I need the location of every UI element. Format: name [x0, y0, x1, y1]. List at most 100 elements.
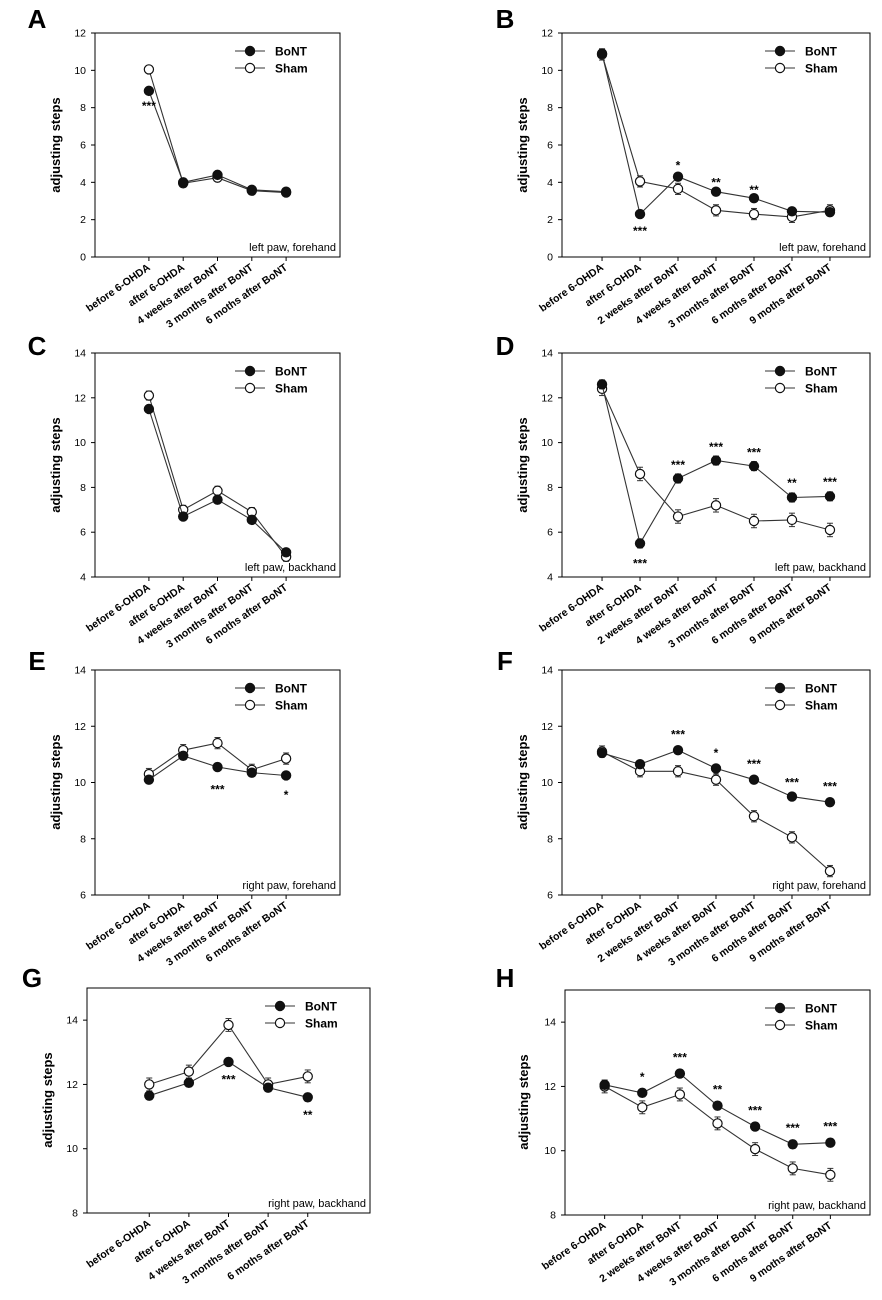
y-axis-title: adjusting steps [48, 734, 63, 829]
data-point [824, 796, 836, 808]
legend-marker [774, 45, 786, 57]
legend-marker [274, 1000, 286, 1012]
data-point [786, 514, 798, 526]
data-point [637, 1102, 648, 1113]
significance-marker: *** [633, 224, 647, 238]
y-axis-title: adjusting steps [516, 1054, 531, 1149]
data-point [710, 455, 722, 466]
data-point [177, 750, 189, 761]
legend-marker [774, 365, 786, 377]
legend-marker [274, 1017, 286, 1029]
data-point [143, 64, 155, 75]
y-tick-label: 8 [80, 482, 86, 494]
y-tick-label: 8 [547, 833, 553, 845]
significance-marker: *** [823, 780, 837, 794]
panel-annotation: right paw, forehand [772, 880, 866, 892]
legend-label: Sham [275, 699, 308, 713]
significance-marker: * [284, 788, 289, 802]
data-point [672, 744, 684, 756]
data-point [786, 492, 798, 503]
significance-marker: ** [303, 1108, 313, 1122]
y-axis-title: adjusting steps [515, 97, 530, 192]
series-sham [144, 1018, 313, 1092]
data-point [749, 1121, 761, 1132]
y-tick-label: 4 [547, 572, 553, 584]
data-point [634, 759, 646, 770]
legend-label: Sham [805, 699, 838, 713]
data-point [825, 1137, 836, 1148]
legend-marker [244, 382, 256, 394]
significance-marker: ** [713, 1083, 723, 1097]
y-tick-label: 12 [74, 721, 86, 733]
data-point [596, 379, 608, 390]
data-point [672, 473, 684, 484]
data-point [637, 1087, 648, 1099]
y-tick-label: 4 [80, 177, 86, 189]
data-point [634, 176, 646, 187]
y-tick-label: 6 [80, 140, 86, 152]
series-bont [599, 1068, 836, 1150]
panel-letter: E [28, 646, 45, 676]
data-point [748, 208, 760, 220]
data-point [748, 774, 760, 785]
legend-marker [244, 365, 256, 377]
y-tick-label: 4 [80, 572, 86, 584]
data-point [672, 171, 684, 182]
legend-marker [244, 699, 256, 711]
y-tick-label: 14 [541, 665, 553, 677]
data-point [212, 485, 223, 496]
panel-annotation: left paw, forehand [779, 242, 866, 254]
significance-marker: *** [747, 446, 761, 460]
legend-label: BoNT [275, 365, 308, 379]
y-axis-title: adjusting steps [515, 734, 530, 829]
data-point [786, 832, 798, 843]
y-tick-label: 8 [547, 102, 553, 114]
panel-letter: F [497, 646, 513, 676]
data-point [280, 770, 292, 781]
y-tick-label: 14 [541, 348, 553, 360]
data-point [596, 747, 608, 759]
panel-letter: H [496, 963, 515, 993]
y-tick-label: 10 [541, 777, 553, 789]
legend-label: Sham [805, 1019, 838, 1033]
legend-label: BoNT [275, 682, 308, 696]
y-tick-label: 14 [66, 1015, 78, 1027]
legend-marker [774, 699, 786, 711]
data-point [596, 48, 608, 59]
y-tick-label: 10 [74, 437, 86, 449]
significance-marker: *** [823, 475, 837, 489]
legend-marker [244, 45, 256, 57]
legend-marker [774, 62, 786, 74]
y-tick-label: 2 [80, 214, 86, 226]
y-tick-label: 8 [547, 482, 553, 494]
y-tick-label: 12 [541, 392, 553, 404]
data-point [748, 515, 760, 527]
legend-label: Sham [805, 382, 838, 396]
data-point [212, 169, 223, 181]
significance-marker: *** [786, 1121, 800, 1135]
data-point [634, 468, 646, 480]
data-point [280, 753, 292, 764]
data-point [672, 183, 684, 195]
data-point [177, 511, 189, 522]
legend-marker [774, 682, 786, 694]
panel-letter: D [496, 331, 515, 361]
data-point [177, 177, 189, 188]
legend-label: BoNT [805, 682, 838, 696]
y-tick-label: 8 [550, 1210, 556, 1222]
x-category-label: before 6-OHDA [537, 581, 606, 634]
data-point [280, 186, 292, 197]
legend-marker [774, 1002, 786, 1014]
data-point [246, 767, 257, 778]
y-tick-label: 0 [80, 252, 86, 264]
significance-marker: ** [711, 175, 721, 189]
x-category-label: before 6-OHDA [537, 899, 606, 952]
data-point [634, 538, 646, 549]
data-point [825, 1169, 836, 1181]
data-point [674, 1089, 686, 1100]
